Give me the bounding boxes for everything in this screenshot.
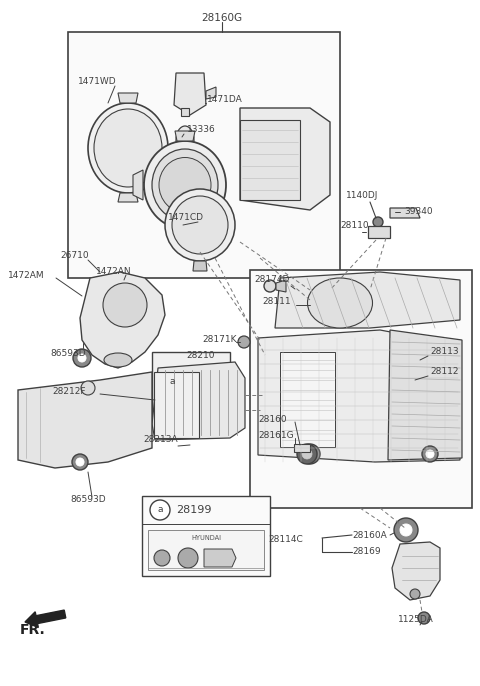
- Circle shape: [150, 500, 170, 520]
- Text: 1471DA: 1471DA: [207, 95, 243, 104]
- Text: 28161G: 28161G: [258, 431, 294, 440]
- Circle shape: [76, 458, 84, 466]
- Text: 28114C: 28114C: [268, 536, 303, 545]
- Polygon shape: [390, 208, 420, 218]
- Polygon shape: [193, 261, 207, 271]
- Text: a: a: [157, 506, 163, 514]
- Circle shape: [422, 446, 438, 462]
- Ellipse shape: [172, 196, 228, 254]
- Circle shape: [373, 217, 383, 227]
- Polygon shape: [80, 272, 165, 368]
- Text: 28169: 28169: [352, 547, 381, 556]
- FancyArrow shape: [25, 610, 66, 628]
- Circle shape: [410, 589, 420, 599]
- Text: 28212F: 28212F: [52, 388, 85, 397]
- Text: 86593D: 86593D: [50, 349, 85, 359]
- Circle shape: [426, 450, 434, 458]
- Text: FR.: FR.: [20, 623, 46, 637]
- Ellipse shape: [104, 353, 132, 367]
- Circle shape: [103, 283, 147, 327]
- Text: 28160: 28160: [258, 416, 287, 425]
- Ellipse shape: [94, 109, 162, 187]
- Bar: [280, 352, 335, 447]
- Circle shape: [72, 454, 88, 470]
- Ellipse shape: [88, 103, 168, 193]
- Circle shape: [264, 280, 276, 292]
- Circle shape: [400, 524, 412, 536]
- Text: 1472AN: 1472AN: [96, 268, 132, 276]
- Circle shape: [78, 354, 86, 362]
- Text: 28199: 28199: [176, 505, 212, 515]
- Text: 1471WD: 1471WD: [78, 78, 117, 86]
- Text: 1125DA: 1125DA: [398, 615, 434, 624]
- Text: 28113: 28113: [430, 348, 458, 357]
- Text: 28112: 28112: [430, 368, 458, 377]
- Ellipse shape: [159, 158, 211, 213]
- Text: 28110: 28110: [340, 220, 369, 230]
- Ellipse shape: [165, 189, 235, 261]
- Polygon shape: [204, 549, 236, 567]
- Circle shape: [154, 550, 170, 566]
- Circle shape: [160, 370, 184, 394]
- Text: 28174D: 28174D: [254, 276, 289, 285]
- Polygon shape: [276, 280, 286, 292]
- Text: 28111: 28111: [262, 298, 290, 307]
- Circle shape: [73, 349, 91, 367]
- Polygon shape: [118, 193, 138, 202]
- Ellipse shape: [176, 126, 194, 154]
- Text: HYUNDAI: HYUNDAI: [191, 535, 221, 541]
- Bar: [250, 270, 472, 508]
- Polygon shape: [181, 108, 189, 116]
- Circle shape: [418, 612, 430, 624]
- Polygon shape: [118, 93, 138, 103]
- Text: 39340: 39340: [404, 207, 432, 217]
- Polygon shape: [240, 120, 300, 200]
- Text: 28171K: 28171K: [202, 335, 237, 344]
- Circle shape: [178, 548, 198, 568]
- Polygon shape: [275, 272, 460, 328]
- Bar: [154, 372, 199, 438]
- Circle shape: [238, 336, 250, 348]
- Polygon shape: [240, 108, 330, 210]
- Polygon shape: [18, 372, 152, 468]
- Polygon shape: [294, 444, 310, 452]
- Polygon shape: [392, 542, 440, 600]
- Text: 26710: 26710: [60, 252, 89, 261]
- Text: a: a: [169, 377, 175, 386]
- Ellipse shape: [308, 278, 372, 328]
- Text: 28213A: 28213A: [143, 436, 178, 445]
- Text: 1472AM: 1472AM: [8, 270, 45, 279]
- Polygon shape: [206, 87, 216, 99]
- Polygon shape: [368, 226, 390, 238]
- Text: 1140DJ: 1140DJ: [346, 191, 378, 200]
- Text: 28160A: 28160A: [352, 530, 387, 539]
- Circle shape: [297, 444, 317, 464]
- Ellipse shape: [144, 141, 226, 229]
- Circle shape: [305, 449, 315, 459]
- Polygon shape: [152, 362, 245, 440]
- Circle shape: [81, 381, 95, 395]
- Text: 13336: 13336: [187, 126, 216, 134]
- Text: 1471CD: 1471CD: [168, 213, 204, 222]
- Polygon shape: [258, 330, 460, 462]
- Polygon shape: [388, 330, 462, 460]
- Ellipse shape: [152, 149, 218, 221]
- Polygon shape: [174, 73, 206, 115]
- Bar: [68, 32, 340, 278]
- Circle shape: [300, 444, 320, 464]
- Text: 86593D: 86593D: [70, 495, 106, 504]
- Polygon shape: [133, 170, 143, 200]
- Polygon shape: [175, 131, 195, 141]
- Circle shape: [394, 518, 418, 542]
- Bar: [152, 352, 230, 416]
- Text: 28210: 28210: [186, 351, 215, 361]
- Bar: [142, 496, 270, 576]
- Bar: [148, 530, 264, 570]
- Circle shape: [302, 449, 312, 459]
- Text: 28160G: 28160G: [202, 13, 242, 23]
